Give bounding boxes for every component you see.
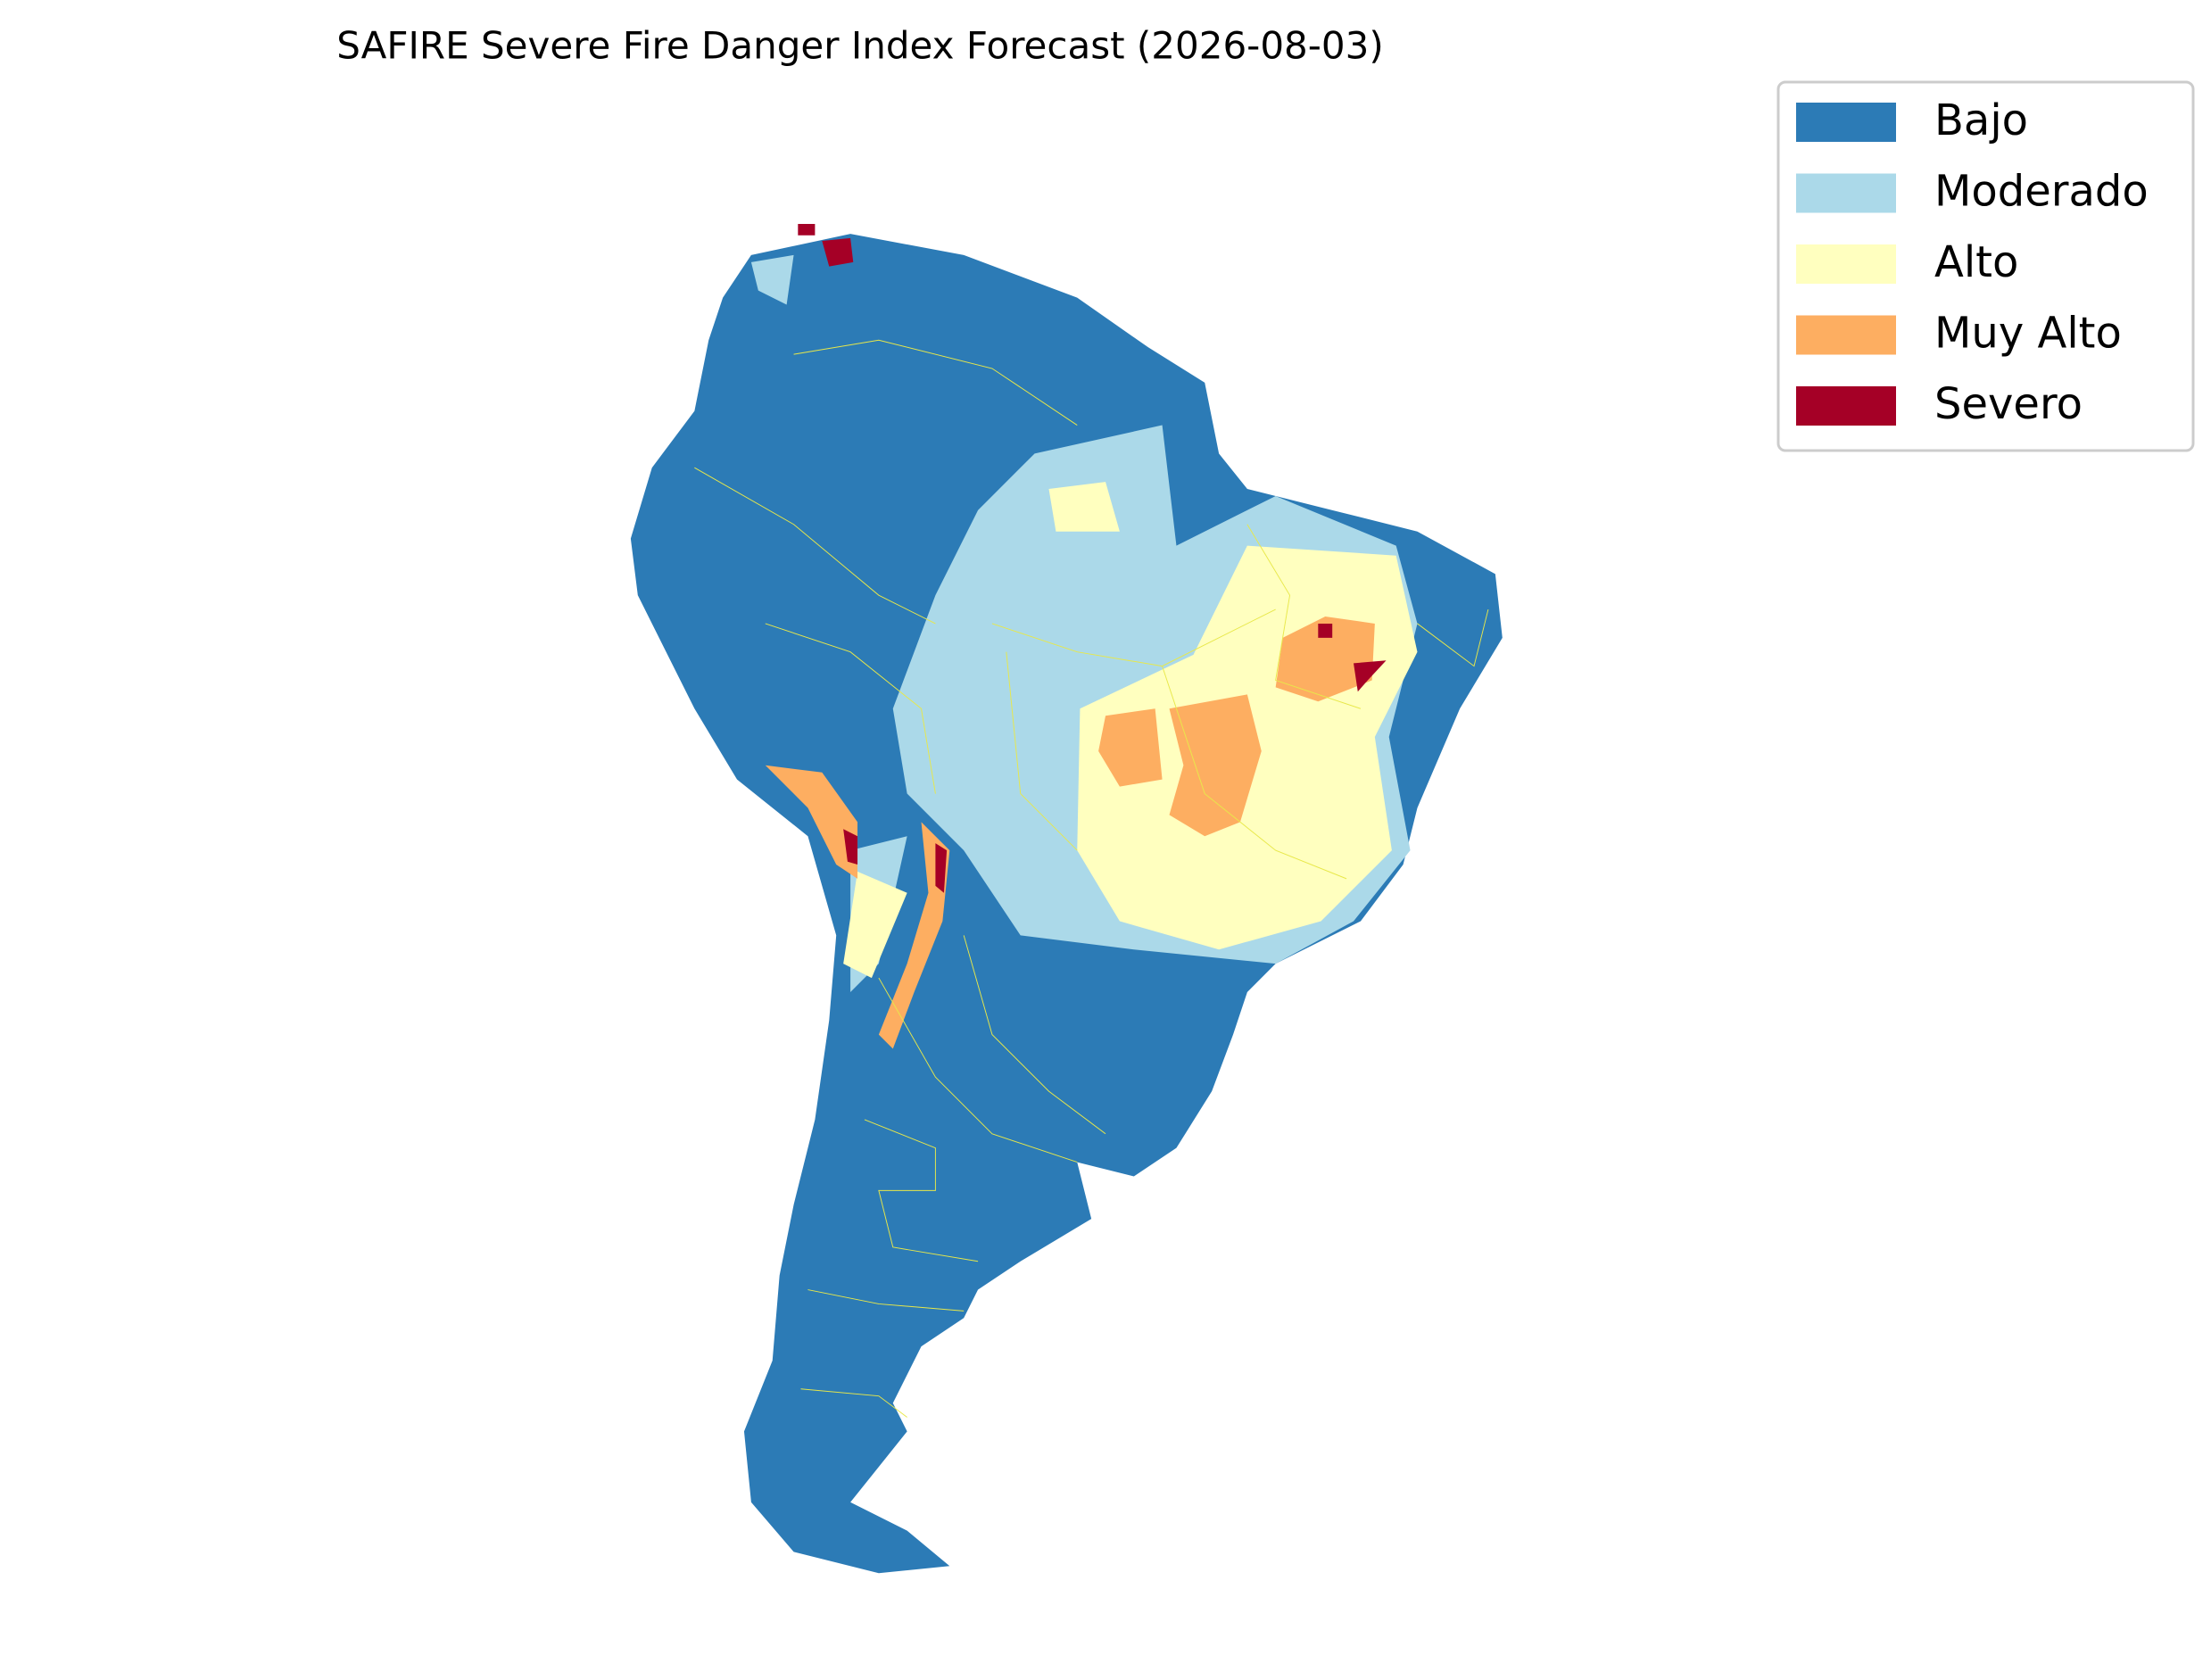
- legend-label: Severo: [1934, 379, 2083, 429]
- legend-label: Alto: [1934, 237, 2018, 287]
- map-title: SAFIRE Severe Fire Danger Index Forecast…: [336, 24, 1384, 68]
- legend-label: Bajo: [1934, 95, 2028, 145]
- legend-swatch: [1796, 173, 1896, 213]
- legend-swatch: [1796, 386, 1896, 426]
- legend: Bajo Moderado Alto Muy Alto Severo: [1776, 80, 2195, 452]
- admin-borders: [694, 339, 1489, 1418]
- region-muy-alto: [765, 616, 1375, 1049]
- legend-label: Muy Alto: [1934, 309, 2122, 359]
- map-area: [630, 223, 1503, 1574]
- legend-label: Moderado: [1934, 167, 2149, 217]
- legend-swatch: [1796, 244, 1896, 284]
- region-alto: [843, 482, 1120, 979]
- legend-swatch: [1796, 103, 1896, 142]
- legend-swatch: [1796, 315, 1896, 355]
